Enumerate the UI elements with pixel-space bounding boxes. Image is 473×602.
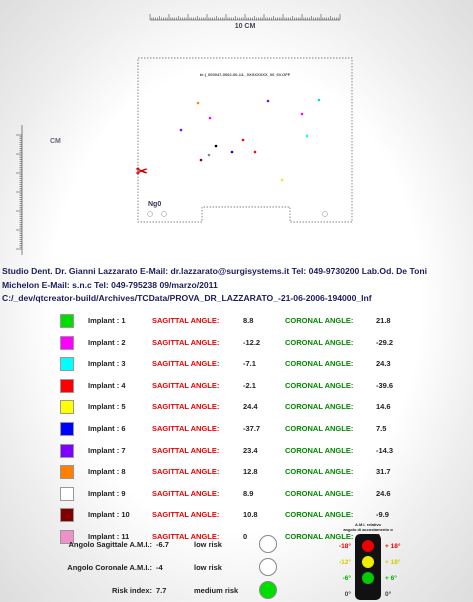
coronal-value: -39.6 <box>376 381 393 390</box>
sagittal-value: -37.7 <box>243 424 260 433</box>
coronal-value: -14.3 <box>376 446 393 455</box>
implant-name: Implant : 5 <box>88 402 126 411</box>
arch-outline <box>138 58 352 222</box>
coronal-label: CORONAL ANGLE: <box>285 510 353 519</box>
risk-indicator <box>259 558 277 576</box>
summary-label: Angolo Coronale A.M.I.: <box>67 563 152 572</box>
color-swatch <box>60 357 74 371</box>
diagram-header: te:|_000047-0002-00-13-_0XXXXXXX_00_6V.O… <box>200 72 291 77</box>
sagittal-label: SAGITTAL ANGLE: <box>152 338 219 347</box>
coronal-value: -29.2 <box>376 338 393 347</box>
implant-name: Implant : 2 <box>88 338 126 347</box>
sagittal-value: -2.1 <box>243 381 256 390</box>
legend-angle: + 18° <box>385 558 401 566</box>
coronal-label: CORONAL ANGLE: <box>285 381 353 390</box>
color-swatch <box>60 508 74 522</box>
legend-angle: -12° <box>339 558 351 566</box>
sagittal-value: 24.4 <box>243 402 258 411</box>
risk-legend: A.M.I. relativo angolo di accostamento α… <box>318 522 418 602</box>
coronal-label: CORONAL ANGLE: <box>285 338 353 347</box>
sagittal-value: 23.4 <box>243 446 258 455</box>
legend-subtitle: angolo di accostamento α <box>343 527 393 532</box>
ruler-label: 10 CM <box>235 23 256 30</box>
sagittal-label: SAGITTAL ANGLE: <box>152 424 219 433</box>
color-swatch <box>60 487 74 501</box>
sagittal-label: SAGITTAL ANGLE: <box>152 359 219 368</box>
coronal-label: CORONAL ANGLE: <box>285 424 353 433</box>
coronal-value: 24.6 <box>376 489 391 498</box>
color-swatch <box>60 444 74 458</box>
ruler-ticks <box>16 14 340 249</box>
sagittal-value: 8.8 <box>243 316 253 325</box>
color-swatch <box>60 314 74 328</box>
coronal-value: 24.3 <box>376 359 391 368</box>
sagittal-label: SAGITTAL ANGLE: <box>152 381 219 390</box>
implant-name: Implant : 7 <box>88 446 126 455</box>
sagittal-label: SAGITTAL ANGLE: <box>152 446 219 455</box>
legend-angle: -6° <box>343 574 352 582</box>
coronal-value: 7.5 <box>376 424 386 433</box>
risk-text: medium risk <box>194 586 238 595</box>
legend-angle: + 6° <box>385 574 397 582</box>
color-swatch <box>60 422 74 436</box>
implant-name: Implant : 10 <box>88 510 130 519</box>
implant-name: Implant : 9 <box>88 489 126 498</box>
page: 10 CM CM te:|_000047-0002-00-13-_0XXXXXX… <box>0 0 473 598</box>
color-swatch <box>60 379 74 393</box>
side-ruler-label: CM <box>50 138 61 145</box>
legend-angle: -18° <box>339 542 351 550</box>
coronal-label: CORONAL ANGLE: <box>285 359 353 368</box>
sagittal-label: SAGITTAL ANGLE: <box>152 402 219 411</box>
coronal-value: 31.7 <box>376 467 391 476</box>
implant-name: Implant : 8 <box>88 467 126 476</box>
color-swatch <box>60 336 74 350</box>
sagittal-value: 12.8 <box>243 467 258 476</box>
info-line: Michelon E-Mail: s.n.c Tel: 049-795238 0… <box>2 280 218 290</box>
sagittal-value: 0 <box>243 532 247 541</box>
coronal-label: CORONAL ANGLE: <box>285 489 353 498</box>
implant-name: Implant : 6 <box>88 424 126 433</box>
color-swatch <box>60 400 74 414</box>
coronal-value: 21.8 <box>376 316 391 325</box>
sagittal-label: SAGITTAL ANGLE: <box>152 467 219 476</box>
coronal-label: CORONAL ANGLE: <box>285 467 353 476</box>
sagittal-value: 10.8 <box>243 510 258 519</box>
risk-text: low risk <box>194 540 222 549</box>
risk-indicator <box>259 535 277 553</box>
sagittal-label: SAGITTAL ANGLE: <box>152 316 219 325</box>
summary-label: Risk index: <box>112 586 152 595</box>
summary-value: -4 <box>156 563 163 572</box>
implant-name: Implant : 1 <box>88 316 126 325</box>
risk-text: low risk <box>194 563 222 572</box>
implant-dots <box>180 99 321 182</box>
coronal-value: 14.6 <box>376 402 391 411</box>
coronal-label: CORONAL ANGLE: <box>285 446 353 455</box>
info-line: Studio Dent. Dr. Gianni Lazzarato E-Mail… <box>2 266 427 276</box>
legend-angle: 0° <box>385 590 392 598</box>
info-line: C:/_dev/qtcreator-build/Archives/TCData/… <box>2 293 372 303</box>
coronal-value: -9.9 <box>376 510 389 519</box>
sagittal-label: SAGITTAL ANGLE: <box>152 510 219 519</box>
scissors-icon: ✂ <box>136 163 148 179</box>
sagittal-label: SAGITTAL ANGLE: <box>152 489 219 498</box>
color-swatch <box>60 465 74 479</box>
legend-angle: 0° <box>345 590 352 598</box>
legend-angle: + 18° <box>385 542 401 550</box>
risk-indicator <box>259 581 277 599</box>
summary-label: Angolo Sagittale A.M.I.: <box>69 540 152 549</box>
summary-value: 7.7 <box>156 586 166 595</box>
sagittal-value: -7.1 <box>243 359 256 368</box>
diagram: 10 CM CM te:|_000047-0002-00-13-_0XXXXXX… <box>0 0 473 260</box>
coronal-label: CORONAL ANGLE: <box>285 402 353 411</box>
sagittal-value: -12.2 <box>243 338 260 347</box>
coronal-label: CORONAL ANGLE: <box>285 316 353 325</box>
sagittal-value: 8.9 <box>243 489 253 498</box>
summary-value: -6.7 <box>156 540 169 549</box>
implant-name: Implant : 3 <box>88 359 126 368</box>
marker-label: Ng0 <box>148 201 161 208</box>
implant-name: Implant : 4 <box>88 381 126 390</box>
